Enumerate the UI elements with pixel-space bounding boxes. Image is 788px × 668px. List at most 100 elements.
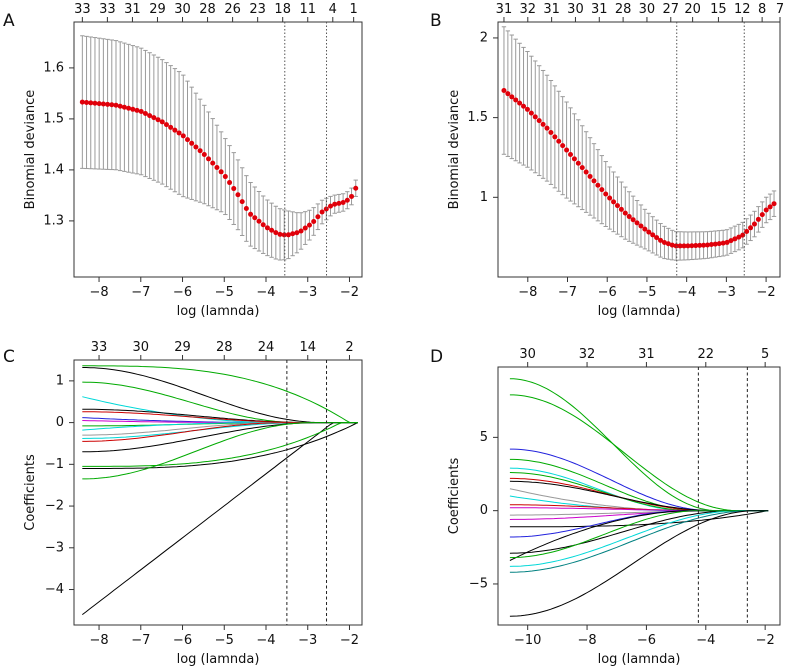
mean-point xyxy=(669,242,675,248)
mean-point xyxy=(614,203,620,209)
coef-path xyxy=(509,480,769,512)
mean-point xyxy=(591,178,597,184)
mean-point xyxy=(264,225,270,231)
top-tick-label: 30 xyxy=(639,2,656,17)
mean-point xyxy=(708,242,714,248)
mean-point xyxy=(536,118,542,124)
mean-point xyxy=(646,229,652,235)
mean-point xyxy=(771,201,777,207)
panel-label: D xyxy=(430,347,443,367)
mean-point xyxy=(201,152,207,158)
coef-path xyxy=(509,467,769,512)
x-tick-label: −5 xyxy=(215,285,234,300)
top-tick-label: 31 xyxy=(591,2,608,17)
mean-point xyxy=(176,130,182,136)
mean-point xyxy=(685,243,691,249)
mean-point xyxy=(273,230,279,236)
mean-point xyxy=(689,243,695,249)
plot-area xyxy=(501,22,777,277)
mean-point xyxy=(184,137,190,143)
y-axis-label: Binomial deviance xyxy=(23,90,38,210)
top-tick-label: 31 xyxy=(543,2,560,17)
mean-point xyxy=(532,114,538,120)
mean-point xyxy=(349,193,355,199)
top-tick-label: 30 xyxy=(567,2,584,17)
mean-point xyxy=(595,182,601,188)
x-tick-label: −7 xyxy=(131,633,150,648)
coef-path xyxy=(509,378,769,512)
mean-point xyxy=(147,113,153,119)
mean-point xyxy=(654,235,660,241)
x-tick-label: −8 xyxy=(518,285,537,300)
top-tick-label: 31 xyxy=(124,2,141,17)
mean-point xyxy=(315,214,321,220)
y-tick-label: 1.5 xyxy=(467,110,488,125)
coef-path xyxy=(82,422,358,480)
top-tick-label: 28 xyxy=(216,340,233,355)
mean-point xyxy=(248,211,254,217)
coef-path xyxy=(82,408,358,424)
x-tick-label: −10 xyxy=(514,633,541,648)
mean-point xyxy=(622,210,628,216)
mean-point xyxy=(540,121,546,127)
mean-point xyxy=(130,106,136,112)
coef-path xyxy=(82,422,358,467)
mean-point xyxy=(222,174,228,180)
x-tick-label: −4 xyxy=(677,285,696,300)
mean-point xyxy=(560,143,566,149)
x-tick-label: −2 xyxy=(756,633,775,648)
coef-path xyxy=(509,510,769,567)
top-tick-label: 29 xyxy=(174,340,191,355)
x-tick-label: −4 xyxy=(256,285,275,300)
mean-point xyxy=(210,160,216,166)
coef-path xyxy=(82,422,359,469)
mean-point xyxy=(720,240,726,246)
mean-point xyxy=(509,94,515,100)
mean-point xyxy=(159,119,165,125)
top-tick-label: 31 xyxy=(638,347,655,362)
mean-point xyxy=(256,218,262,224)
x-tick-label: −8 xyxy=(89,633,108,648)
top-tick-label: 30 xyxy=(174,2,191,17)
top-tick-label: 32 xyxy=(579,347,596,362)
mean-point xyxy=(142,111,148,117)
mean-point xyxy=(650,232,656,238)
mean-point xyxy=(151,115,157,121)
mean-point xyxy=(344,197,350,203)
top-tick-label: 8 xyxy=(758,2,766,17)
mean-point xyxy=(126,105,132,111)
x-tick-label: −2 xyxy=(340,633,359,648)
plot-area xyxy=(82,360,359,625)
mean-point xyxy=(84,99,90,105)
top-tick-label: 33 xyxy=(74,2,91,17)
panel-c: C −8 −7 −6 −5 −4 −3 −2 −4 −3 −2 −1 0 1 33 30 29 28 24 14 2 lo… xyxy=(3,340,363,667)
x-tick-label: −2 xyxy=(757,285,776,300)
y-tick-label: 1.5 xyxy=(43,111,64,126)
mean-point xyxy=(552,134,558,140)
top-tick-label: 14 xyxy=(299,340,316,355)
top-tick-label: 1 xyxy=(350,2,358,17)
panel-d: D −10 −8 −6 −4 −2 −5 0 5 30 32 31 22 5 log (lamnda) Coe… xyxy=(430,347,781,667)
top-tick-label: 2 xyxy=(345,340,353,355)
top-tick-label: 23 xyxy=(249,2,266,17)
coef-path xyxy=(82,365,358,424)
mean-point xyxy=(294,230,300,236)
plot-area xyxy=(509,367,769,625)
mean-point xyxy=(197,148,203,154)
top-tick-label: 27 xyxy=(663,2,680,17)
mean-point xyxy=(763,207,769,213)
mean-point xyxy=(134,107,140,113)
mean-point xyxy=(755,216,761,222)
coef-path xyxy=(509,510,769,617)
plot-frame xyxy=(497,366,781,626)
panel-b: B −8 −7 −6 −5 −4 −3 −2 1 1.5 2 31 32 31 30 31 28 30 27 20 15… xyxy=(430,2,784,319)
mean-point xyxy=(681,243,687,249)
mean-point xyxy=(172,127,178,133)
x-tick-label: −4 xyxy=(696,633,715,648)
coef-path xyxy=(509,510,769,573)
mean-point xyxy=(138,108,144,114)
mean-point xyxy=(505,91,511,97)
panel-label: C xyxy=(3,347,15,367)
top-tick-label: 22 xyxy=(698,347,715,362)
top-tick-label: 11 xyxy=(299,2,316,17)
